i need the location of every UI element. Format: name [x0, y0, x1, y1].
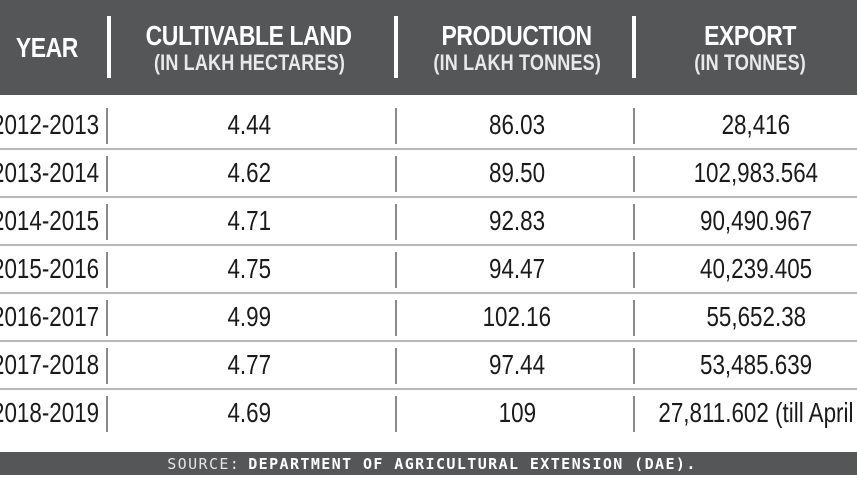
cell-production: 97.44	[488, 349, 546, 380]
header-separator	[107, 16, 111, 78]
column-divider	[395, 108, 397, 144]
cell-export: 40,239.405	[699, 253, 813, 284]
cell-land: 4.71	[227, 205, 271, 236]
cell-year: 2016-2017	[0, 301, 100, 332]
cell-production: 86.03	[488, 109, 546, 140]
cell-year: 2015-2016	[0, 253, 100, 284]
table-row: 2013-2014 4.62 89.50 102,983.564	[0, 150, 857, 198]
column-divider	[633, 348, 635, 384]
cell-land: 4.75	[227, 253, 271, 284]
cell-year: 2012-2013	[0, 109, 100, 140]
cell-production: 109	[498, 397, 536, 428]
cell-year: 2013-2014	[0, 157, 100, 188]
header-separator	[632, 16, 636, 78]
column-divider	[395, 348, 397, 384]
header-land-title: CULTIVABLE LAND	[146, 20, 352, 52]
column-divider	[633, 204, 635, 240]
cell-year: 2014-2015	[0, 205, 100, 236]
cell-export: 53,485.639	[699, 349, 813, 380]
source-footer: SOURCE: DEPARTMENT OF AGRICULTURAL EXTEN…	[0, 452, 857, 475]
column-divider	[106, 156, 108, 192]
column-divider	[633, 252, 635, 288]
cell-land: 4.77	[227, 349, 271, 380]
column-divider	[106, 300, 108, 336]
header-year: YEAR	[0, 0, 102, 95]
header-production-unit: (IN LAKH TONNES)	[433, 49, 601, 75]
column-divider	[633, 108, 635, 144]
header-cultivable-land: CULTIVABLE LAND (IN LAKH HECTARES)	[114, 0, 384, 95]
column-divider	[633, 396, 635, 432]
cell-production: 89.50	[488, 157, 546, 188]
cell-land: 4.69	[227, 397, 271, 428]
column-divider	[395, 300, 397, 336]
cell-year: 2017-2018	[0, 349, 100, 380]
header-export-unit: (IN TONNES)	[694, 49, 806, 75]
column-divider	[395, 252, 397, 288]
table-header: YEAR CULTIVABLE LAND (IN LAKH HECTARES) …	[0, 0, 857, 95]
cell-production: 102.16	[482, 301, 552, 332]
column-divider	[395, 204, 397, 240]
cell-export: 27,811.602 (till April	[658, 397, 854, 428]
cell-export: 102,983.564	[693, 157, 819, 188]
column-divider	[106, 348, 108, 384]
column-divider	[106, 252, 108, 288]
header-production-title: PRODUCTION	[441, 20, 593, 52]
table-row: 2017-2018 4.77 97.44 53,485.639	[0, 342, 857, 390]
table-body: 2012-2013 4.44 86.03 28,416 2013-2014 4.…	[0, 102, 857, 438]
table-row: 2016-2017 4.99 102.16 55,652.38	[0, 294, 857, 342]
header-production: PRODUCTION (IN LAKH TONNES)	[402, 0, 632, 95]
column-divider	[106, 204, 108, 240]
cell-production: 92.83	[488, 205, 546, 236]
table-row: 2018-2019 4.69 109 27,811.602 (till Apri…	[0, 390, 857, 438]
header-separator	[394, 16, 398, 78]
column-divider	[633, 156, 635, 192]
cell-export: 28,416	[721, 109, 791, 140]
source-text: DEPARTMENT OF AGRICULTURAL EXTENSION (DA…	[248, 454, 697, 473]
header-export-title: EXPORT	[704, 20, 796, 52]
cell-export: 55,652.38	[706, 301, 806, 332]
cell-year: 2018-2019	[0, 397, 100, 428]
cell-land: 4.62	[227, 157, 271, 188]
cell-export: 90,490.967	[699, 205, 813, 236]
column-divider	[395, 156, 397, 192]
table-row: 2014-2015 4.71 92.83 90,490.967	[0, 198, 857, 246]
cell-land: 4.99	[227, 301, 271, 332]
table-row: 2012-2013 4.44 86.03 28,416	[0, 102, 857, 150]
header-land-unit: (IN LAKH HECTARES)	[153, 49, 345, 75]
cell-land: 4.44	[227, 109, 271, 140]
column-divider	[633, 300, 635, 336]
column-divider	[106, 108, 108, 144]
header-year-label: YEAR	[15, 31, 79, 63]
source-label: SOURCE:	[167, 454, 241, 473]
cell-production: 94.47	[488, 253, 546, 284]
header-export: EXPORT (IN TONNES)	[640, 0, 857, 95]
table-row: 2015-2016 4.75 94.47 40,239.405	[0, 246, 857, 294]
column-divider	[106, 396, 108, 432]
column-divider	[395, 396, 397, 432]
